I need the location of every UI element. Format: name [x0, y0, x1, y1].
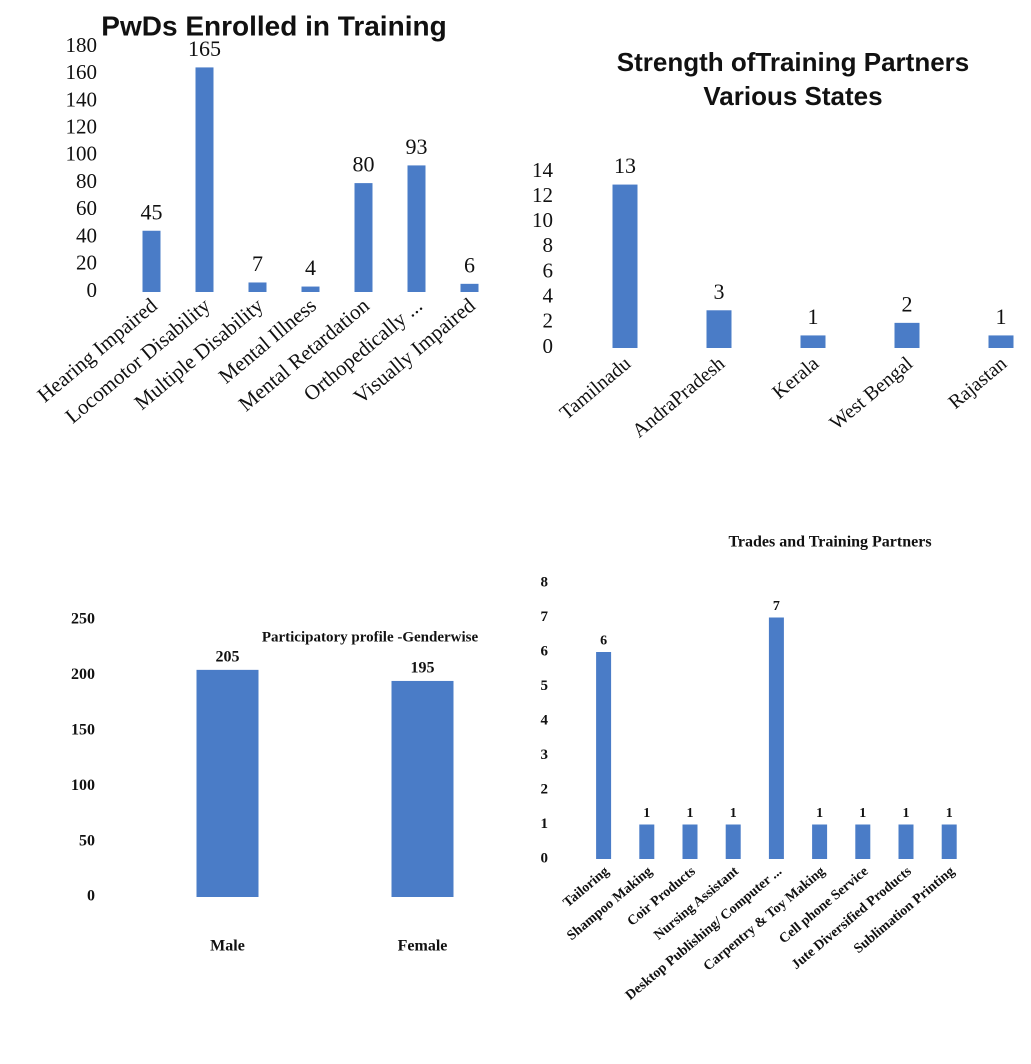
value-label: 7: [773, 599, 780, 614]
x-tick-label: Kerala: [768, 352, 823, 403]
bar: [196, 669, 259, 897]
bar: [682, 824, 698, 859]
value-label: 6: [464, 252, 475, 277]
value-label: 13: [614, 153, 636, 178]
value-label: 1: [859, 806, 866, 821]
y-tick-label: 50: [79, 832, 95, 849]
y-tick-label: 60: [76, 196, 97, 220]
bar: [725, 824, 741, 859]
y-tick-label: 6: [541, 643, 549, 659]
y-tick-label: 0: [87, 278, 98, 302]
bar: [894, 322, 920, 348]
y-tick-label: 2: [543, 309, 554, 333]
bar: [706, 310, 732, 348]
y-tick-label: 160: [66, 60, 98, 84]
y-tick-label: 150: [71, 721, 95, 738]
value-label: 195: [411, 660, 435, 677]
value-label: 1: [996, 304, 1007, 329]
y-tick-label: 7: [541, 609, 549, 625]
bar: [812, 824, 828, 859]
y-tick-label: 0: [541, 850, 549, 866]
bar: [460, 283, 479, 292]
y-tick-label: 120: [66, 114, 98, 138]
value-label: 205: [216, 649, 240, 666]
y-tick-label: 8: [543, 233, 554, 257]
value-label: 6: [600, 634, 607, 649]
value-label: 45: [141, 199, 163, 224]
bar: [768, 617, 784, 859]
y-tick-label: 140: [66, 87, 98, 111]
bar: [898, 824, 914, 859]
x-tick-label: Female: [398, 938, 448, 955]
y-tick-label: 4: [543, 284, 554, 308]
bar: [941, 824, 957, 859]
y-tick-label: 0: [543, 334, 554, 358]
chart-title: PwDs Enrolled in Training: [101, 10, 446, 41]
y-tick-label: 14: [532, 158, 554, 182]
value-label: 1: [687, 806, 694, 821]
value-label: 1: [808, 304, 819, 329]
y-tick-label: 0: [87, 888, 95, 905]
x-tick-label: Male: [210, 938, 245, 955]
bar: [639, 824, 655, 859]
x-tick-label: West Bengal: [826, 352, 918, 434]
value-label: 3: [714, 279, 725, 304]
bar: [354, 183, 373, 292]
y-tick-label: 100: [71, 777, 95, 794]
bar: [142, 230, 161, 292]
y-tick-label: 100: [66, 142, 98, 166]
x-tick-label: AndraPradesh: [628, 352, 729, 442]
y-tick-label: 1: [541, 816, 549, 832]
y-tick-label: 5: [541, 678, 549, 694]
bar: [248, 282, 267, 292]
value-label: 4: [305, 255, 316, 280]
y-tick-label: 180: [66, 33, 98, 57]
value-label: 1: [816, 806, 823, 821]
value-label: 80: [353, 152, 375, 177]
y-tick-label: 250: [71, 611, 95, 628]
y-tick-label: 4: [541, 712, 549, 728]
x-tick-label: Tamilnadu: [556, 352, 635, 424]
bar: [301, 286, 320, 292]
value-label: 1: [903, 806, 910, 821]
y-tick-label: 8: [541, 574, 549, 590]
bar: [988, 335, 1014, 348]
y-tick-label: 20: [76, 251, 97, 275]
y-tick-label: 40: [76, 223, 97, 247]
y-tick-label: 2: [541, 781, 549, 797]
x-tick-label: Desktop Publishing/ Computer ...: [623, 864, 785, 1003]
value-label: 1: [643, 806, 650, 821]
y-tick-label: 3: [541, 747, 549, 763]
value-label: 1: [946, 806, 953, 821]
bar: [855, 824, 871, 859]
chart-title: Participatory profile -Genderwise: [262, 629, 479, 645]
y-tick-label: 200: [71, 666, 95, 683]
value-label: 7: [252, 251, 263, 276]
chart-title: Strength ofTraining Partners: [617, 47, 970, 77]
value-label: 165: [188, 36, 221, 61]
y-tick-label: 80: [76, 169, 97, 193]
x-tick-label: Rajastan: [944, 352, 1011, 413]
bar: [195, 67, 214, 293]
bar: [596, 652, 612, 859]
bar: [407, 165, 426, 292]
bar: [391, 680, 454, 897]
value-label: 1: [730, 806, 737, 821]
value-label: 93: [406, 134, 428, 159]
bar: [612, 184, 638, 348]
value-label: 2: [902, 291, 913, 316]
y-tick-label: 12: [532, 183, 553, 207]
chart-title: Various States: [703, 81, 882, 111]
y-tick-label: 10: [532, 208, 553, 232]
bar: [800, 335, 826, 348]
chart-title: Trades and Training Partners: [728, 534, 931, 551]
y-tick-label: 6: [543, 258, 554, 282]
